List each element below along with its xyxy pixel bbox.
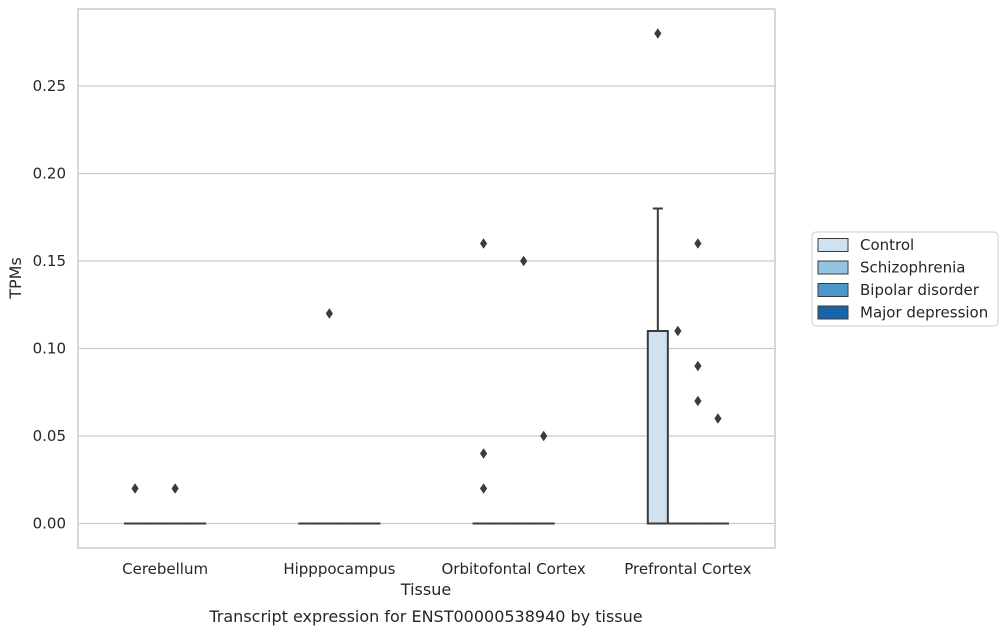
y-tick-label: 0.15 (33, 252, 66, 270)
box-group (318, 308, 341, 525)
x-axis-label: Tissue (400, 580, 451, 599)
y-axis-label: TPMs (6, 257, 25, 300)
plot-area (77, 8, 776, 549)
chart-caption: Transcript expression for ENST0000053894… (208, 607, 642, 626)
outlier-point (325, 308, 333, 319)
outlier-point (131, 483, 139, 494)
y-tick-label: 0.05 (33, 427, 66, 445)
y-tick-label: 0.20 (33, 165, 66, 183)
box-group (532, 430, 555, 525)
outlier-point (674, 325, 682, 337)
x-tick-label: Cerebellum (122, 560, 208, 578)
boxes (124, 28, 729, 525)
box-group (164, 483, 187, 525)
box-group (706, 413, 729, 525)
x-tick-label: Hipppocampus (283, 560, 395, 578)
outlier-point (694, 360, 702, 372)
outlier-point (479, 483, 488, 494)
x-tick-label: Prefrontal Cortex (624, 560, 751, 578)
outlier-point (694, 238, 702, 249)
box-group (512, 255, 535, 525)
x-axis-ticks: Cerebellum Hipppocampus Orbitofontal Corte… (122, 560, 751, 578)
legend-swatch (817, 305, 849, 320)
outlier-point (654, 28, 662, 39)
outlier-point (479, 448, 488, 459)
y-axis-ticks: 0.00 0.05 0.10 0.15 0.20 0.25 (33, 77, 66, 533)
x-tick-label: Orbitofontal Cortex (442, 560, 586, 578)
legend-label: Schizophrenia (860, 259, 965, 277)
box-group (646, 28, 669, 525)
y-tick-label: 0.10 (33, 340, 66, 358)
box-group (686, 238, 709, 525)
legend-frame (811, 231, 999, 327)
legend-label: Control (860, 236, 914, 254)
outlier-point (714, 413, 722, 424)
outlier-point (540, 430, 548, 442)
box-group (472, 238, 495, 525)
legend-label: Bipolar disorder (860, 281, 980, 299)
outlier-point (694, 395, 702, 407)
legend-label: Major depression (860, 304, 988, 322)
box-group (666, 325, 689, 525)
legend-swatch (817, 238, 849, 252)
box (646, 330, 669, 525)
y-tick-label: 0.25 (33, 77, 66, 95)
outlier-point (520, 255, 528, 267)
legend-swatch (817, 260, 849, 275)
grid-lines (78, 85, 775, 525)
box-group (124, 483, 147, 525)
legend-swatch (817, 283, 849, 297)
outlier-point (479, 238, 488, 249)
y-tick-label: 0.00 (33, 515, 66, 533)
outlier-point (171, 483, 179, 494)
legend: Control Schizophrenia Bipolar disorder Majo… (811, 231, 999, 327)
